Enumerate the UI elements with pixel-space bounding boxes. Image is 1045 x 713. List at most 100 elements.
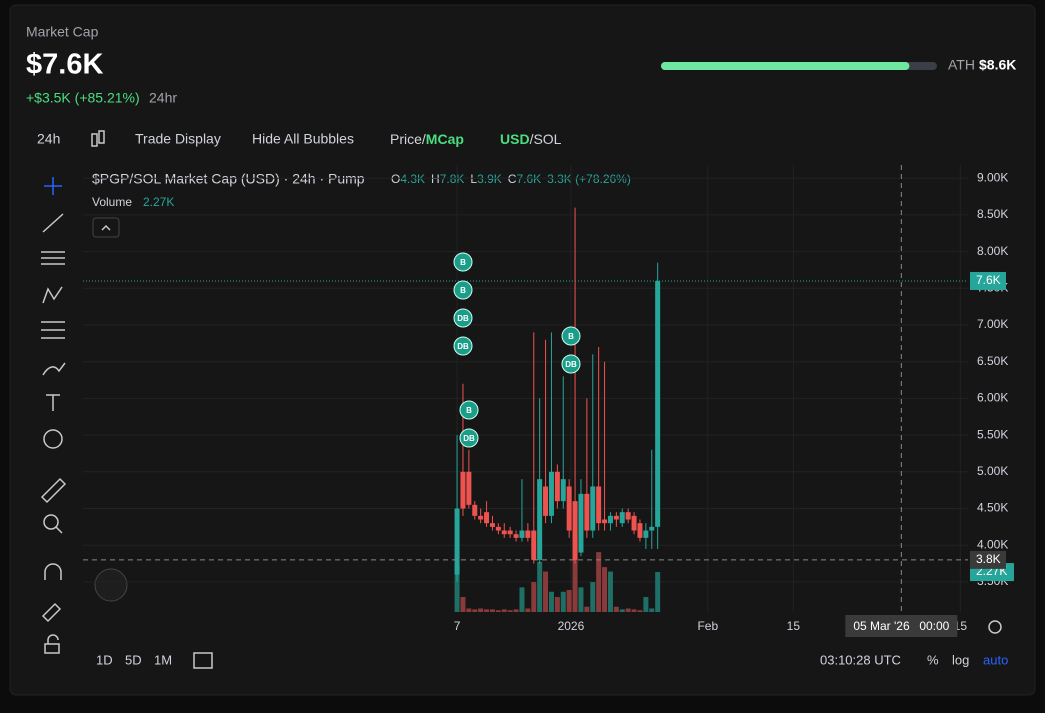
volume-bar [454, 565, 460, 612]
volume-bar [625, 608, 631, 612]
settings[interactable] [988, 620, 1002, 634]
log[interactable]: log [952, 652, 969, 667]
trade-bubble [459, 428, 479, 448]
header-value: $7.6K [26, 49, 103, 81]
trade-bubble [453, 280, 473, 300]
usd: USD [500, 131, 530, 147]
volume-bar [548, 591, 554, 612]
volume-bar [631, 609, 637, 612]
candle-body [472, 504, 478, 516]
candle-body [484, 512, 490, 524]
change: 3.3K (+78.26%) [547, 172, 631, 186]
price-toggle[interactable]: Price/MCap [390, 131, 464, 147]
interval[interactable]: 24h [37, 131, 60, 147]
candle-body [495, 526, 501, 531]
crosshair-y-bg [970, 550, 1006, 569]
candle-body [655, 280, 661, 527]
candle-body [578, 493, 584, 553]
header-period: 24hr [149, 90, 177, 106]
trade-display[interactable]: Trade Display [135, 131, 221, 147]
trade-bubble [453, 252, 473, 272]
hide-bubbles[interactable]: Hide All Bubbles [252, 131, 354, 147]
y-tick-label: 6.50K [977, 354, 1008, 368]
y-tick-label: 4.50K [977, 501, 1008, 515]
volume-bar [619, 609, 625, 612]
candle-body [584, 493, 590, 531]
price-tag: 7.6K [976, 273, 1001, 287]
volume-bar [489, 609, 495, 612]
candle-body [548, 471, 554, 516]
range[interactable]: 5D [125, 652, 142, 667]
percent[interactable]: % [927, 652, 939, 667]
range[interactable]: 1M [154, 652, 172, 667]
volume-bar [531, 582, 537, 612]
range[interactable]: 1D [96, 652, 113, 667]
candle-body [596, 486, 602, 524]
drawing-tools[interactable] [40, 177, 67, 654]
x-tick-label: Feb [697, 619, 718, 633]
volume-bar [596, 552, 602, 612]
volume-label: Volume [92, 195, 132, 209]
candle-body [643, 530, 649, 538]
candle-body [566, 486, 572, 531]
trade-bubble [561, 326, 581, 346]
mcap: MCap [426, 131, 464, 147]
collapse[interactable] [92, 217, 120, 238]
bubble-label: B [460, 258, 466, 267]
l: 3.9K [477, 172, 502, 186]
ath-label: ATH [948, 57, 975, 73]
candle-body [543, 486, 549, 516]
candle-icon[interactable] [91, 130, 105, 147]
y-tick-label: 7.00K [977, 317, 1008, 331]
volume-bar [607, 571, 613, 612]
volume-value: 2.27K [143, 195, 174, 209]
c-label: C [508, 172, 517, 186]
ath-value: $8.6K [979, 57, 1016, 73]
bubble-label: DB [565, 360, 577, 369]
candle-body [531, 530, 537, 560]
volume-bar [554, 597, 560, 612]
volume-bar [525, 608, 531, 612]
volume-bar [566, 590, 572, 612]
candle-body [625, 512, 631, 520]
volume-bar [584, 606, 590, 612]
candle-body [489, 523, 495, 527]
candle-body [466, 471, 472, 505]
crosshair-x-bg [845, 615, 958, 637]
price-tag-bg [970, 271, 1006, 290]
volume-bar [655, 572, 661, 612]
volume-bar [613, 606, 619, 612]
date-range-icon[interactable] [193, 652, 213, 669]
price: Price/ [390, 131, 426, 147]
candle-body [507, 530, 513, 535]
candle-body [619, 512, 625, 524]
bubble-label: DB [457, 342, 469, 351]
candle-body [560, 479, 566, 502]
volume-bar [602, 567, 608, 612]
candle-body [607, 515, 613, 524]
volume-bar [484, 609, 490, 612]
volume-bar [578, 587, 584, 612]
volume-bar [501, 609, 507, 612]
trade-bubble [453, 308, 473, 328]
trade-bubble [453, 336, 473, 356]
volume-bar [643, 597, 649, 612]
crosshair-time: 00:00 [919, 619, 949, 633]
volume-bar [519, 587, 525, 612]
sol: /SOL [530, 131, 562, 147]
volume-bar [543, 571, 549, 612]
y-tick-label: 8.50K [977, 207, 1008, 221]
currency-toggle[interactable]: USD/SOL [500, 131, 562, 147]
candle-body [649, 526, 655, 531]
auto[interactable]: auto [983, 652, 1008, 667]
x-tick-label: 2026 [558, 619, 585, 633]
trade-bubble [459, 400, 479, 420]
x-tick-label: 7 [454, 619, 461, 633]
clock: 03:10:28 UTC [820, 652, 901, 667]
y-tick-label: 8.00K [977, 244, 1008, 258]
candle-body [513, 534, 519, 538]
y-tick-label: 6.00K [977, 391, 1008, 405]
candle-body [631, 515, 637, 531]
volume-bar [560, 591, 566, 612]
